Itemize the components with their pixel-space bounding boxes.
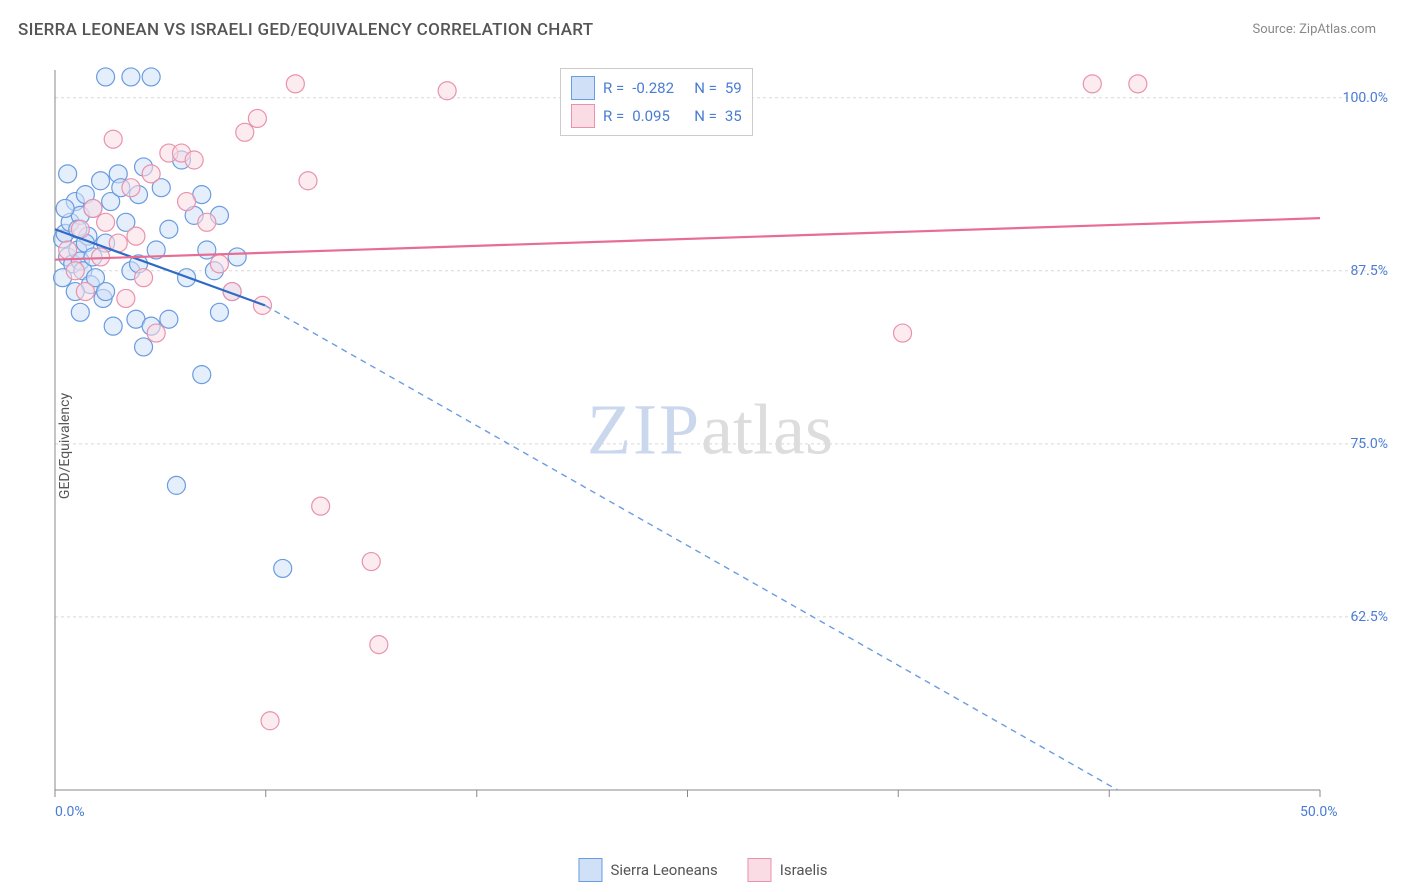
stats-r-value-2: 0.095 xyxy=(632,107,686,125)
legend-item-series2: Israelis xyxy=(748,858,828,882)
source-label: Source: ZipAtlas.com xyxy=(1252,22,1376,37)
stats-legend-box: R = -0.282 N = 59 R = 0.095 N = 35 xyxy=(560,68,753,136)
legend-swatch-series2 xyxy=(748,858,772,882)
swatch-series2 xyxy=(571,104,595,128)
stats-r-label-2: R = xyxy=(603,107,624,125)
x-tick-label: 50.0% xyxy=(1300,804,1338,820)
stats-r-label-1: R = xyxy=(603,79,624,97)
y-tick-label: 62.5% xyxy=(1350,609,1388,625)
stats-n-label-1: N = xyxy=(694,79,717,97)
legend-label-series1: Sierra Leoneans xyxy=(610,861,717,879)
scatter-chart-svg xyxy=(50,60,1370,830)
chart-title: SIERRA LEONEAN VS ISRAELI GED/EQUIVALENC… xyxy=(18,20,593,40)
stats-n-label-2: N = xyxy=(694,107,717,125)
stats-n-value-2: 35 xyxy=(725,107,742,125)
legend-item-series1: Sierra Leoneans xyxy=(578,858,717,882)
stats-row-series2: R = 0.095 N = 35 xyxy=(571,102,742,130)
swatch-series1 xyxy=(571,76,595,100)
y-tick-label: 100.0% xyxy=(1343,90,1388,106)
chart-container: SIERRA LEONEAN VS ISRAELI GED/EQUIVALENC… xyxy=(0,0,1406,892)
bottom-legend: Sierra Leoneans Israelis xyxy=(578,858,827,882)
legend-swatch-series1 xyxy=(578,858,602,882)
y-tick-label: 75.0% xyxy=(1350,436,1388,452)
y-tick-label: 87.5% xyxy=(1350,263,1388,279)
legend-label-series2: Israelis xyxy=(780,861,828,879)
plot-area: ZIPatlas xyxy=(50,60,1370,830)
source-prefix: Source: xyxy=(1252,22,1299,37)
source-name: ZipAtlas.com xyxy=(1299,22,1376,37)
stats-n-value-1: 59 xyxy=(725,79,742,97)
x-tick-label: 0.0% xyxy=(55,804,85,820)
stats-r-value-1: -0.282 xyxy=(632,79,686,97)
stats-row-series1: R = -0.282 N = 59 xyxy=(571,74,742,102)
